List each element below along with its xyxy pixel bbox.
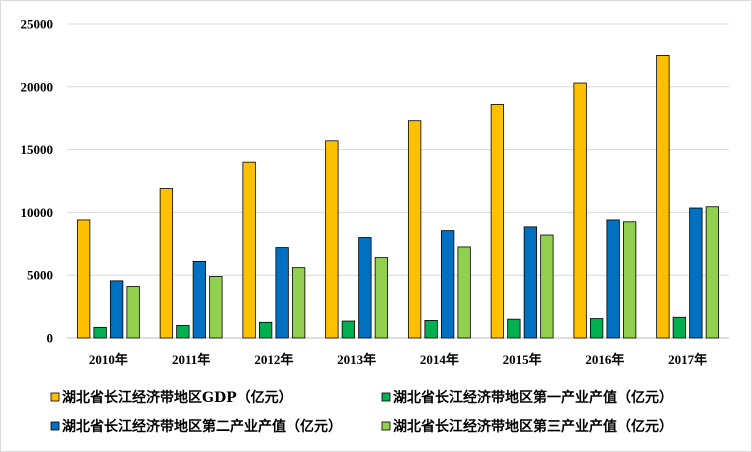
x-tick-label: 2015年 xyxy=(503,352,542,367)
bar-2-5 xyxy=(424,320,438,339)
legend-swatch xyxy=(381,421,391,431)
legend-swatch xyxy=(50,421,60,431)
bar-2-3 xyxy=(258,321,273,339)
bar-4-1 xyxy=(126,286,140,339)
bar-1-5 xyxy=(407,120,422,339)
bar-4-5 xyxy=(457,246,471,339)
bar-1-7 xyxy=(573,82,587,339)
bar-3-4 xyxy=(358,237,372,339)
bar-3-3 xyxy=(275,247,289,339)
legend-label: 湖北省长江经济带地区GDP（亿元） xyxy=(62,389,293,406)
bar-3-8 xyxy=(689,207,703,339)
bar-4-3 xyxy=(291,267,306,339)
legend-swatch xyxy=(381,392,391,402)
legend-label: 湖北省长江经济带地区第一产业产值（亿元） xyxy=(393,389,673,406)
x-tick-label: 2016年 xyxy=(585,352,624,367)
bar-2-4 xyxy=(341,320,356,339)
bar-1-6 xyxy=(490,103,505,339)
bar-3-5 xyxy=(440,230,455,339)
bar-2-8 xyxy=(672,316,687,339)
bar-1-4 xyxy=(325,140,339,339)
bar-2-7 xyxy=(589,318,604,339)
bar-4-2 xyxy=(209,276,223,339)
y-tick-label: 10000 xyxy=(21,205,54,220)
x-tick-label: 2017年 xyxy=(668,352,707,367)
y-tick-label: 5000 xyxy=(27,268,53,283)
y-tick-label: 25000 xyxy=(21,17,54,32)
bar-3-6 xyxy=(523,226,538,339)
x-tick-label: 2014年 xyxy=(420,352,459,367)
bar-1-8 xyxy=(656,55,670,339)
bar-4-4 xyxy=(374,257,389,339)
bar-1-1 xyxy=(76,219,91,339)
y-tick-label: 0 xyxy=(47,331,54,346)
legend-swatch xyxy=(50,392,60,402)
y-tick-label: 15000 xyxy=(21,142,54,157)
x-tick-label: 2011年 xyxy=(172,352,210,367)
bar-2-6 xyxy=(507,318,521,339)
x-tick-label: 2012年 xyxy=(254,352,293,367)
bar-1-3 xyxy=(242,161,256,339)
bar-3-1 xyxy=(109,280,124,339)
bar-4-8 xyxy=(705,206,720,339)
bar-2-1 xyxy=(93,326,107,339)
bar-3-7 xyxy=(606,219,620,339)
legend-label: 湖北省长江经济带地区第三产业产值（亿元） xyxy=(393,418,673,435)
bar-1-2 xyxy=(159,188,174,339)
x-tick-label: 2013年 xyxy=(337,352,376,367)
bar-4-7 xyxy=(622,221,637,339)
bar-2-2 xyxy=(176,325,190,339)
bar-4-6 xyxy=(540,234,554,339)
y-tick-label: 20000 xyxy=(21,79,54,94)
x-tick-label: 2010年 xyxy=(89,352,128,367)
legend-label: 湖北省长江经济带地区第二产业产值（亿元） xyxy=(62,418,342,435)
bar-3-2 xyxy=(192,260,207,339)
